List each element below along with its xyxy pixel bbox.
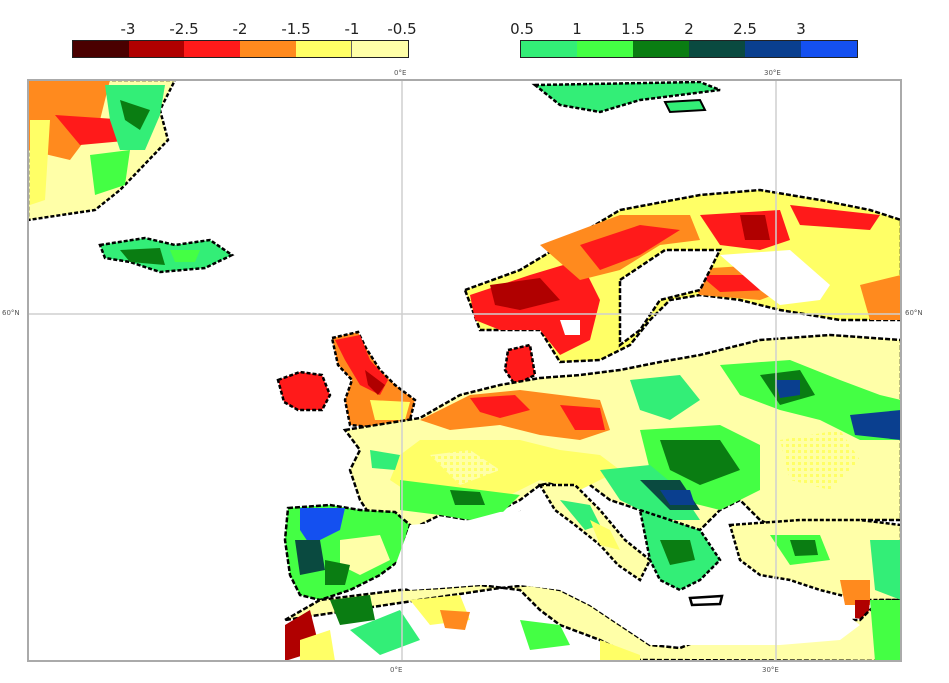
ireland-region	[276, 370, 332, 412]
italy-region	[537, 483, 652, 582]
map-frame	[27, 79, 902, 662]
bottom-label-30E: 30°E	[762, 666, 779, 674]
bottom-label-0E: 0°E	[390, 666, 403, 674]
tick-label: 3	[796, 20, 806, 38]
tick-label: 1	[572, 20, 582, 38]
gulf-bothnia	[720, 250, 830, 305]
uk-region	[330, 330, 417, 430]
top-label-0E: 0°E	[394, 69, 407, 77]
crete-island	[688, 594, 724, 607]
colorbar-swatch	[801, 41, 857, 57]
colorbar-negative	[72, 40, 409, 58]
tick-label: -2	[232, 20, 248, 38]
iberia-region	[283, 503, 412, 602]
colorbar-swatch	[633, 41, 689, 57]
tick-label: 2.5	[733, 20, 757, 38]
colorbar-swatch	[745, 41, 801, 57]
tick-label: -2.5	[169, 20, 199, 38]
legend-positive-ticks: 0.5 1 1.5 2 2.5 3	[510, 20, 858, 38]
colorbar-swatch	[689, 41, 745, 57]
colorbar-swatch	[577, 41, 633, 57]
mediterranean-sea	[390, 510, 860, 645]
colorbar-swatch	[240, 41, 296, 57]
tick-label: -1.5	[281, 20, 311, 38]
tick-label: -3	[120, 20, 136, 38]
continental-europe-region	[342, 333, 901, 547]
tick-label: -0.5	[387, 20, 417, 38]
colorbar-positive	[520, 40, 858, 58]
colorbar-swatch	[128, 41, 185, 57]
denmark-region	[503, 343, 537, 387]
tick-label: -1	[344, 20, 360, 38]
iceland-region	[98, 236, 235, 274]
tick-label: 0.5	[510, 20, 534, 38]
greenland-region	[28, 80, 177, 222]
svalbard-region	[531, 80, 721, 114]
colorbar-swatch	[352, 41, 409, 57]
colorbar-swatch	[73, 41, 129, 57]
colorbar-swatch	[521, 41, 577, 57]
colorbar-swatch	[295, 41, 353, 57]
tick-label: 2	[684, 20, 694, 38]
colorbar-swatch	[184, 41, 241, 57]
tick-label: 1.5	[621, 20, 645, 38]
balkans-turkey-region	[638, 508, 901, 620]
baltic-sea	[618, 248, 723, 348]
legend-negative-ticks: -3 -2.5 -2 -1.5 -1 -0.5	[72, 20, 417, 38]
top-label-30E: 30°E	[764, 69, 781, 77]
left-label-60N: 60°N	[2, 309, 20, 317]
right-label-60N: 60°N	[905, 309, 923, 317]
